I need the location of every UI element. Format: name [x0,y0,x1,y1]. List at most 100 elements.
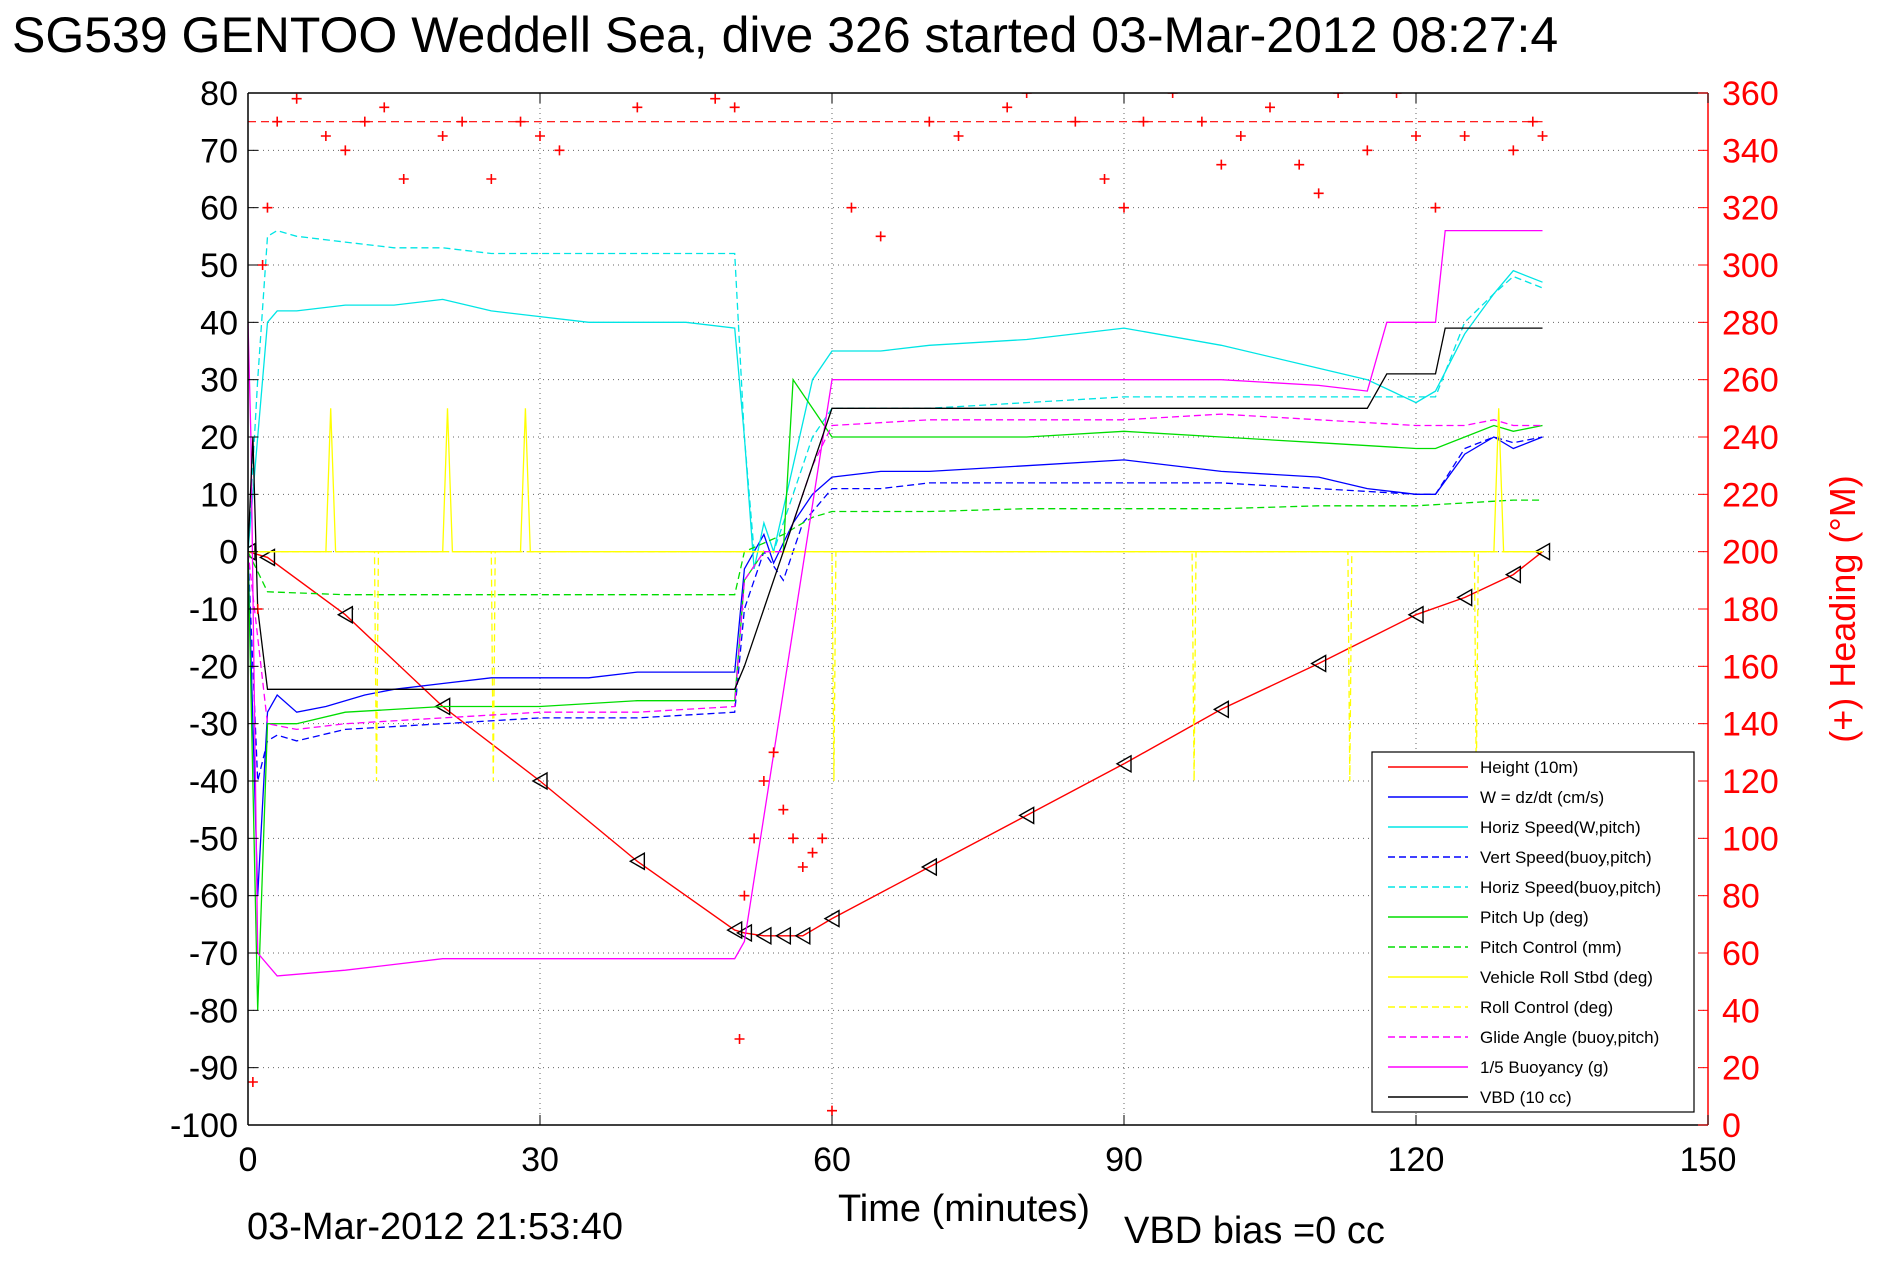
y-tick-label: -50 [189,820,238,858]
y2-tick-label: 300 [1722,247,1779,285]
y-tick-label: 0 [219,534,238,572]
heading-point [1537,131,1548,141]
heading-point [1411,131,1421,141]
y-tick-label: -10 [189,591,238,629]
height-marker [1534,542,1551,561]
y2-tick-label: 40 [1722,992,1760,1030]
legend-label: Roll Control (deg) [1480,998,1613,1017]
y-tick-label: -70 [189,935,238,973]
heading-point [924,116,935,127]
heading-point [554,145,565,156]
heading-point [535,131,545,141]
y-tick-label: 80 [200,75,238,113]
x-tick-label: 120 [1388,1141,1445,1179]
height-marker [1115,754,1132,774]
y-tick-label: -100 [170,1107,238,1145]
height-marker [794,926,811,946]
y-tick-label: 70 [200,132,238,170]
y-tick-label: 50 [200,247,238,285]
legend-label: 1/5 Buoyancy (g) [1480,1058,1609,1077]
heading-point [817,833,828,844]
y2-tick-label: 20 [1722,1050,1760,1088]
y2-tick-label: 140 [1722,706,1779,744]
heading-point [1265,102,1275,113]
heading-point [1196,116,1207,127]
legend-label: W = dz/dt (cm/s) [1480,788,1604,807]
series-line-0 [248,551,1543,937]
legend-label: Horiz Speed(buoy,pitch) [1480,878,1661,897]
y2-tick-label: 120 [1722,763,1779,801]
heading-point [1508,145,1519,156]
y2-tick-label: 80 [1722,878,1760,916]
y2-tick-label: 260 [1722,362,1779,400]
y2-tick-label: 280 [1722,304,1779,342]
height-marker [259,548,276,567]
y-tick-label: 60 [200,190,238,228]
y-tick-label: 10 [200,476,238,514]
heading-point [1002,102,1013,113]
heading-point [1362,145,1373,156]
y-tick-label: -20 [189,648,238,686]
heading-point [710,93,721,104]
y2-tick-label: 160 [1722,648,1779,686]
heading-point [1391,93,1402,98]
generated-timestamp: 03-Mar-2012 21:53:40 [247,1206,624,1248]
y-tick-label: -80 [189,992,238,1030]
heading-point [953,131,964,141]
x-tick-label: 30 [521,1141,559,1179]
y2-tick-label: 340 [1722,132,1779,170]
y-tick-label: -90 [189,1050,238,1088]
heading-point [827,1105,837,1116]
y2-tick-label: 0 [1722,1107,1741,1145]
heading-point [758,776,769,786]
heading-point [1138,116,1149,127]
legend-label: Height (10m) [1480,758,1578,777]
heading-point [807,847,818,858]
y-tick-label: 30 [200,362,238,400]
heading-point [749,833,760,844]
heading-point [486,174,497,184]
axes: 0 30 60 90 120 150-100-90-80-70-60-50-40-30-2… [170,75,1863,1179]
legend-label: Vehicle Roll Stbd (deg) [1480,968,1653,987]
heading-point [1313,188,1324,199]
heading-point [1216,159,1227,170]
y-tick-label: -40 [189,763,238,801]
y2-tick-label: 100 [1722,820,1779,858]
y2-tick-label: 240 [1722,419,1779,457]
heading-point [379,102,390,113]
heading-point [788,833,799,844]
y2-tick-label: 60 [1722,935,1760,973]
x-tick-label: 60 [813,1141,851,1179]
heading-point [340,145,351,156]
x-tick-label: 150 [1680,1141,1737,1179]
height-marker [628,852,646,871]
series-line-8 [248,551,1543,782]
heading-point [262,202,273,213]
height-marker [1212,700,1230,719]
heading-point [1119,202,1129,213]
heading-markers [248,93,1548,1116]
y-tick-label: -60 [189,878,238,916]
heading-point [437,131,448,141]
heading-point [515,116,526,127]
heading-point [1527,116,1538,127]
series-line-5 [248,377,1543,1011]
legend-label: Pitch Up (deg) [1480,908,1589,927]
y-tick-label: 40 [200,304,238,342]
series-line-10 [248,229,1543,977]
heading-point [1430,202,1441,213]
legend-label: Pitch Control (mm) [1480,938,1622,957]
y2-axis-label: (+) Heading (°M) [1822,475,1863,742]
y2-tick-label: 180 [1722,591,1779,629]
y2-tick-label: 360 [1722,75,1779,113]
legend-label: Glide Angle (buoy,pitch) [1480,1028,1659,1047]
legend-label: Vert Speed(buoy,pitch) [1480,848,1652,867]
height-marker [755,926,772,946]
legend-label: VBD (10 cc) [1480,1088,1572,1107]
heading-point [768,747,779,758]
height-marker [823,909,840,928]
series-line-7 [248,408,1543,553]
y-tick-label: 20 [200,419,238,457]
legend: Height (10m) W = dz/dt (cm/s) Horiz Speed(… [1371,751,1695,1113]
